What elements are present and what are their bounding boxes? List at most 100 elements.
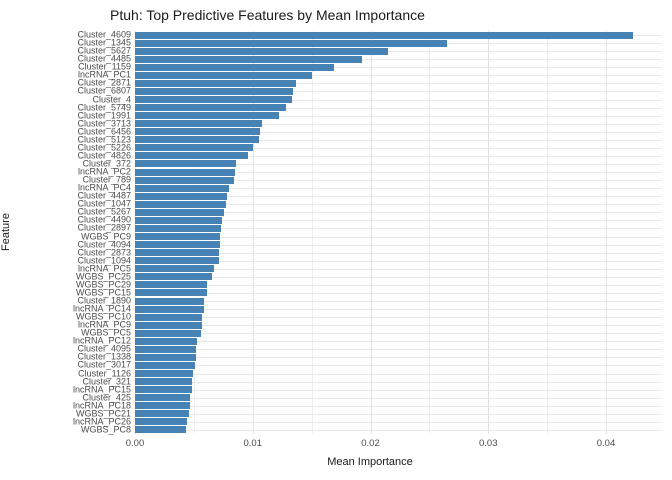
y-tick-label: Cluster_4485 [77,53,131,64]
y-tick-label: WGBS_PC21 [75,408,131,419]
y-tick-label: Cluster_4826 [77,150,131,161]
bar-Cluster_2897 [135,224,221,232]
bar-Cluster_6456 [135,128,260,136]
y-tick-label: lncRNA_PC2 [77,166,131,177]
bar-lncRNA_PC18 [135,402,191,410]
bar-Cluster_5267 [135,208,225,216]
y-tick-label: lncRNA_PC12 [72,335,131,346]
grid-row-line [135,204,662,206]
y-tick-label: Cluster_1991 [77,110,131,121]
grid-row-line [135,83,662,85]
grid-minor-line [193,31,195,434]
bar-Cluster_6807 [135,87,293,95]
y-tick-label: Cluster_4609 [77,29,131,40]
bar-Cluster_1159 [135,63,334,71]
y-tick-label: lncRNA_PC5 [77,263,131,274]
y-tick-label: Cluster_4094 [77,239,131,250]
bar-Cluster_425 [135,394,191,402]
bar-lncRNA_PC2 [135,168,236,176]
grid-row-line [135,373,662,375]
grid-minor-line [311,31,313,434]
grid-row-line [135,421,662,423]
bar-Cluster_5627 [135,47,389,55]
x-tick-label: 0.01 [243,438,263,449]
grid-minor-line [547,31,549,434]
grid-major-line [606,31,607,434]
y-tick-label: WGBS_PC15 [75,287,131,298]
y-tick-label: Cluster_2873 [77,247,131,258]
bar-Cluster_4 [135,96,292,103]
grid-row-line [135,333,662,335]
bar-Cluster_3017 [135,361,196,369]
grid-minor-line [429,31,431,434]
grid-row-line [135,341,662,343]
grid-row-line [135,325,662,327]
y-tick-label: lncRNA_PC4 [77,182,131,193]
y-tick-label: Cluster_6456 [77,126,131,137]
grid-row-line [135,212,662,214]
y-tick-label: Cluster_425 [82,392,131,403]
y-tick-label: Cluster_4490 [77,214,131,225]
bar-WGBS_PC9 [135,233,220,241]
grid-row-line [135,252,662,254]
bar-lncRNA_PC4 [135,184,230,192]
y-tick-label: Cluster_5267 [77,206,131,217]
y-tick-label: Cluster_1345 [77,37,131,48]
bar-Cluster_4094 [135,241,220,249]
bar-Cluster_789 [135,176,234,184]
bar-Cluster_1991 [135,112,279,120]
grid-row-line [135,381,662,383]
x-tick-label: 0.00 [125,438,145,449]
y-tick-label: lncRNA_PC15 [72,384,131,395]
plot-panel [135,31,662,434]
y-tick-label: WGBS_PC25 [75,271,131,282]
grid-row-line [135,292,662,294]
grid-row-line [135,220,662,222]
y-tick-label: Cluster_4 [92,94,131,104]
y-tick-label: Cluster_2871 [77,77,131,88]
grid-row-line [135,123,662,125]
bar-WGBS_PC25 [135,273,212,281]
y-tick-label: Cluster_1890 [77,295,131,306]
grid-row-line [135,196,662,198]
grid-row-line [135,276,662,278]
y-tick-label: WGBS_PC5 [80,327,131,338]
grid-row-line [135,260,662,262]
grid-row-line [135,59,662,61]
grid-row-line [135,180,662,182]
grid-row-line [135,75,662,77]
y-tick-label: Cluster_1126 [78,368,131,379]
bar-Cluster_4487 [135,192,227,200]
y-tick-label: Cluster_1047 [77,198,131,209]
bar-lncRNA_PC1 [135,71,312,79]
y-tick-label: Cluster_5123 [77,134,131,145]
grid-row-line [135,188,662,190]
bar-lncRNA_PC15 [135,386,192,394]
grid-row-line [135,244,662,246]
x-axis-tick-labels: 0.00 0.01 0.02 0.03 0.04 [126,438,662,450]
grid-row-line [135,139,662,141]
y-tick-label: WGBS_PC10 [75,311,131,322]
bar-Cluster_321 [135,378,192,386]
bar-WGBS_PC8 [135,426,186,434]
bar-Cluster_4490 [135,216,223,224]
bar-Cluster_1094 [135,257,219,265]
y-tick-label: Cluster_1338 [77,351,131,362]
grid-row-line [135,172,662,174]
grid-row-line [135,317,662,319]
x-tick-label: 0.02 [361,438,380,449]
y-tick-label: Cluster_5226 [77,142,131,153]
grid-row-line [135,131,662,133]
grid-row-line [135,107,662,109]
y-tick-label: Cluster_3017 [77,359,131,370]
bar-Cluster_4095 [135,345,197,353]
x-tick-label: 0.03 [479,438,498,449]
bar-lncRNA_PC5 [135,265,214,273]
bar-Cluster_372 [135,160,237,168]
grid-major-line [370,31,372,434]
bar-Cluster_1047 [135,200,226,208]
grid-row-line [135,115,662,117]
y-tick-label: Cluster_5627 [77,45,131,56]
bar-Cluster_2871 [135,79,297,87]
bar-lncRNA_PC9 [135,321,203,329]
